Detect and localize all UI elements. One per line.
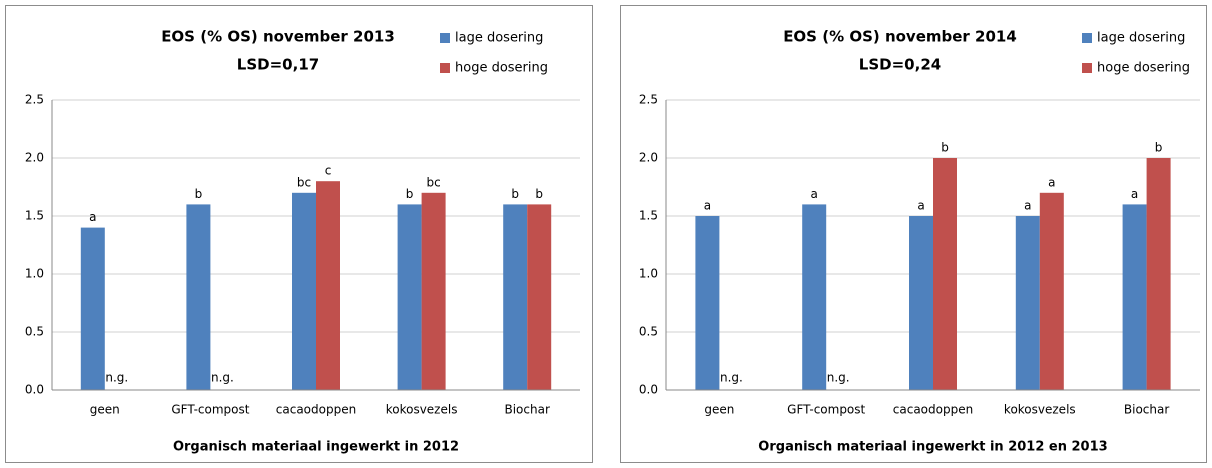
- x-axis-title: Organisch materiaal ingewerkt in 2012 en…: [758, 440, 1107, 455]
- bar-annotation: n.g.: [105, 371, 128, 385]
- bar: [316, 181, 340, 390]
- y-tick-label: 1.0: [639, 267, 658, 281]
- y-tick-label: 1.0: [25, 267, 44, 281]
- bar: [933, 158, 957, 390]
- chart-subtitle: LSD=0,24: [859, 56, 941, 74]
- y-tick-label: 0.0: [639, 383, 658, 397]
- bar: [186, 204, 211, 390]
- y-tick-label: 1.5: [639, 209, 658, 223]
- bar-annotation: a: [917, 199, 924, 213]
- y-tick-label: 0.5: [639, 325, 658, 339]
- y-tick-label: 1.5: [25, 209, 44, 223]
- y-tick-label: 2.0: [25, 151, 44, 165]
- bar: [1039, 192, 1064, 390]
- legend-swatch: [440, 33, 450, 43]
- legend-swatch: [440, 63, 450, 73]
- x-tick-label: kokosvezels: [386, 403, 458, 417]
- bar: [80, 227, 105, 390]
- legend-swatch: [1082, 33, 1092, 43]
- x-tick-label: geen: [90, 403, 120, 417]
- bar-annotation: a: [704, 199, 711, 213]
- bar-annotation: bc: [297, 175, 311, 189]
- x-axis-title: Organisch materiaal ingewerkt in 2012: [173, 440, 459, 455]
- x-tick-label: GFT-compost: [787, 403, 865, 417]
- legend-label: hoge dosering: [455, 61, 548, 76]
- bar-annotation: b: [406, 187, 414, 201]
- chart-title: EOS (% OS) november 2014: [783, 28, 1017, 46]
- x-tick-label: cacaodoppen: [893, 403, 973, 417]
- bar: [802, 204, 827, 390]
- bar: [909, 216, 933, 390]
- bar-annotation: a: [811, 187, 818, 201]
- bar: [421, 192, 446, 390]
- bar-annotation: b: [511, 187, 519, 201]
- chart-subtitle: LSD=0,17: [237, 56, 319, 74]
- bar-annotation: n.g.: [720, 371, 743, 385]
- bar-annotation: c: [325, 164, 332, 178]
- bar-annotation: b: [535, 187, 543, 201]
- bar-annotation: a: [1048, 175, 1055, 189]
- bar: [1015, 216, 1040, 390]
- bar-annotation: b: [941, 141, 949, 155]
- legend-label: lage dosering: [1097, 31, 1185, 46]
- bar: [527, 204, 552, 390]
- bar-annotation: bc: [426, 175, 440, 189]
- y-tick-label: 2.5: [639, 93, 658, 107]
- bar: [1146, 158, 1171, 390]
- bar-annotation: b: [195, 187, 203, 201]
- bar-annotation: a: [1024, 199, 1031, 213]
- y-tick-label: 0.0: [25, 383, 44, 397]
- x-tick-label: GFT-compost: [171, 403, 249, 417]
- legend-label: hoge dosering: [1097, 61, 1190, 76]
- y-tick-label: 2.5: [25, 93, 44, 107]
- bar-annotation: n.g.: [827, 371, 850, 385]
- x-tick-label: cacaodoppen: [276, 403, 356, 417]
- bar-annotation: n.g.: [211, 371, 234, 385]
- bar-annotation: b: [1155, 141, 1163, 155]
- x-tick-label: Biochar: [1124, 403, 1169, 417]
- bar-annotation: a: [89, 210, 96, 224]
- bar: [1122, 204, 1147, 390]
- bar: [397, 204, 422, 390]
- y-tick-label: 2.0: [639, 151, 658, 165]
- x-tick-label: Biochar: [504, 403, 549, 417]
- legend-swatch: [1082, 63, 1092, 73]
- bar: [695, 216, 720, 390]
- x-tick-label: kokosvezels: [1004, 403, 1076, 417]
- bar-annotation: a: [1131, 187, 1138, 201]
- y-tick-label: 0.5: [25, 325, 44, 339]
- bar: [292, 192, 316, 390]
- bar: [503, 204, 528, 390]
- x-tick-label: geen: [704, 403, 734, 417]
- legend-label: lage dosering: [455, 31, 543, 46]
- chart-title: EOS (% OS) november 2013: [161, 28, 395, 46]
